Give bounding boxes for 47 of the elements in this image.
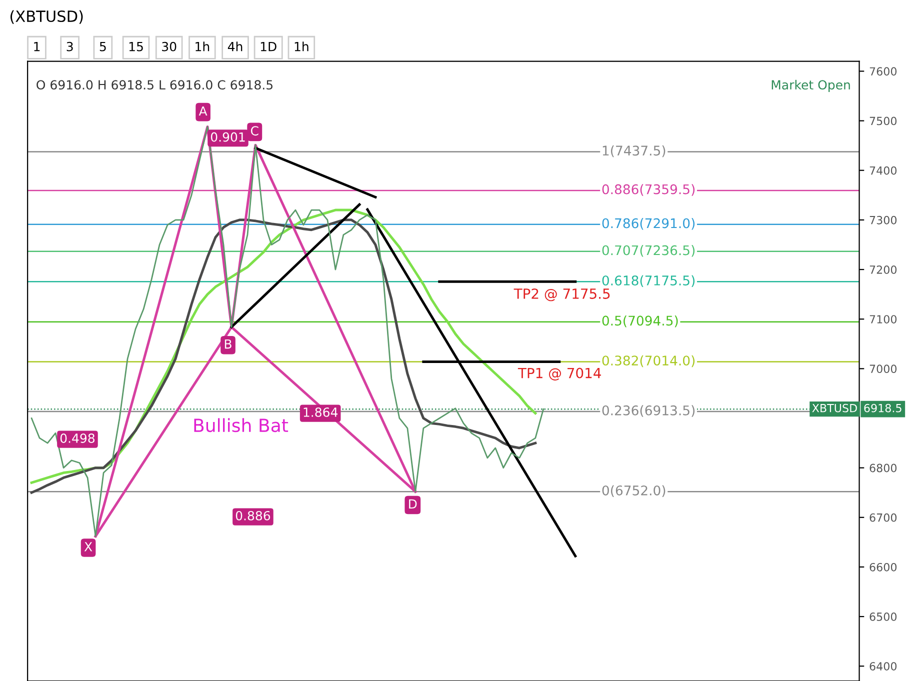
y-tick-label: 6400 — [870, 662, 897, 671]
y-tick-label: 7100 — [870, 315, 897, 324]
annotation: C — [250, 126, 258, 136]
text: 5 — [100, 42, 106, 52]
annotation: TP1 @ 7014 — [518, 368, 601, 380]
y-tick-label: 7500 — [870, 116, 897, 126]
ref-line-label: XBTUSD — [812, 404, 857, 412]
annotation: 1.864 — [304, 407, 338, 417]
annotation: Market Open — [772, 80, 850, 92]
text: 6918.5 — [864, 404, 902, 412]
annotation: Bullish Bat — [194, 418, 288, 432]
text: 1h — [294, 42, 308, 52]
text: 30 — [162, 42, 176, 52]
annotation: 0.498 — [60, 433, 95, 443]
ref-line-label: 0.886(7359.5) — [602, 184, 695, 196]
y-tick-label: 7600 — [870, 67, 897, 76]
y-tick-label: 7200 — [870, 265, 897, 274]
text: 1 — [34, 42, 40, 52]
ref-line-label: 0.618(7175.5) — [602, 275, 695, 288]
text: O 6916.0 H 6918.5 L 6916.0 C 6918.5 — [36, 80, 272, 90]
annotation: D — [409, 499, 417, 508]
text: 3 — [66, 42, 73, 52]
y-tick-label: 6500 — [870, 612, 897, 621]
text: 15 — [129, 42, 143, 52]
ref-line-label: 0.5(7094.5) — [602, 315, 678, 328]
annotation: A — [198, 106, 208, 116]
y-tick-label: 7300 — [870, 216, 897, 224]
text: 4h — [228, 42, 242, 52]
y-tick-label: 7000 — [870, 364, 897, 374]
text: 1h — [196, 42, 210, 52]
y-tick-label: 6800 — [870, 464, 897, 472]
ref-line-label: 0(6752.0) — [602, 485, 666, 497]
annotation: B — [224, 339, 232, 349]
text: 1D — [260, 42, 276, 52]
chart-title: (XBTUSD) — [10, 10, 83, 24]
y-tick-label: 6700 — [870, 513, 897, 522]
annotation: 0.886 — [236, 510, 270, 520]
y-tick-label: 6600 — [870, 562, 897, 572]
annotation: X — [84, 542, 92, 552]
ref-line-label: 0.707(7236.5) — [602, 245, 695, 257]
ref-line-label: 0.786(7291.0) — [602, 218, 695, 230]
annotation: 0.901 — [210, 132, 245, 142]
y-tick-label: 7400 — [870, 166, 897, 175]
ref-line-label: 0.382(7014.0) — [602, 355, 695, 368]
ref-line-label: 1(7437.5) — [602, 145, 666, 158]
ref-line-label: 0.236(6913.5) — [602, 405, 695, 417]
annotation: TP2 @ 7175.5 — [514, 288, 610, 302]
